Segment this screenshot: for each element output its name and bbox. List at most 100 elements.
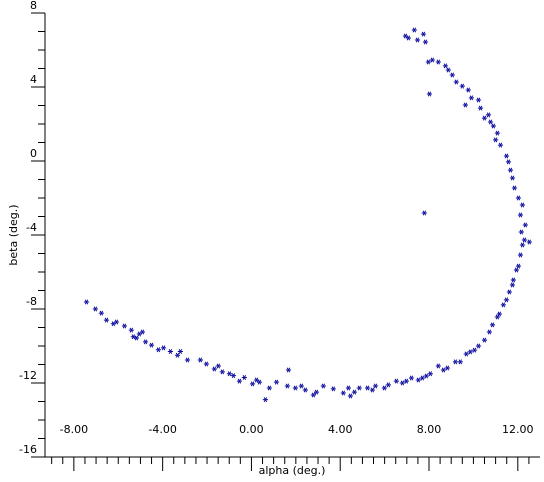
x-tick-label: 0.00 bbox=[239, 423, 264, 436]
point bbox=[285, 367, 292, 373]
point bbox=[133, 335, 140, 341]
point bbox=[203, 361, 209, 367]
point bbox=[494, 314, 500, 320]
point bbox=[489, 322, 496, 328]
point bbox=[515, 263, 522, 269]
point bbox=[167, 349, 174, 355]
point bbox=[148, 342, 155, 348]
point bbox=[440, 367, 447, 373]
point bbox=[485, 112, 492, 118]
point bbox=[503, 297, 510, 303]
point bbox=[226, 371, 233, 377]
x-tick-label: 12.00 bbox=[502, 423, 534, 436]
point bbox=[273, 379, 280, 385]
point bbox=[369, 387, 376, 393]
point bbox=[463, 351, 469, 357]
point bbox=[310, 392, 316, 398]
point bbox=[420, 31, 427, 37]
point bbox=[98, 310, 104, 316]
point bbox=[139, 329, 146, 335]
point bbox=[419, 375, 425, 381]
point bbox=[415, 377, 421, 383]
point bbox=[121, 323, 128, 329]
point bbox=[266, 385, 273, 391]
point bbox=[509, 175, 516, 181]
x-tick-label: -8.00 bbox=[60, 423, 88, 436]
point bbox=[449, 72, 455, 78]
point bbox=[142, 339, 149, 345]
point bbox=[453, 79, 459, 85]
point bbox=[503, 153, 510, 159]
point bbox=[435, 59, 441, 65]
y-axis-label: beta (deg.) bbox=[7, 204, 20, 265]
point bbox=[249, 381, 256, 387]
point bbox=[211, 366, 217, 372]
point bbox=[103, 317, 110, 323]
point bbox=[465, 87, 471, 93]
point bbox=[497, 142, 504, 148]
point bbox=[426, 91, 433, 97]
point bbox=[452, 359, 459, 365]
y-tick-label: -12 bbox=[19, 369, 37, 382]
point bbox=[509, 282, 516, 288]
point bbox=[445, 67, 451, 73]
point bbox=[402, 33, 409, 39]
point bbox=[444, 365, 451, 371]
point bbox=[457, 359, 463, 365]
point bbox=[513, 267, 520, 273]
point bbox=[486, 329, 492, 335]
point bbox=[284, 383, 290, 389]
point bbox=[219, 369, 225, 375]
point bbox=[347, 393, 354, 399]
point bbox=[429, 57, 435, 63]
point bbox=[435, 363, 441, 369]
point bbox=[522, 222, 528, 228]
point bbox=[230, 373, 237, 379]
point bbox=[393, 378, 399, 384]
point bbox=[408, 375, 415, 381]
point bbox=[422, 39, 429, 45]
point bbox=[481, 115, 488, 121]
point bbox=[462, 102, 469, 108]
point bbox=[510, 277, 516, 283]
point bbox=[381, 385, 387, 391]
point bbox=[262, 397, 269, 403]
point bbox=[92, 306, 98, 312]
point bbox=[403, 378, 409, 384]
point bbox=[511, 185, 518, 191]
point bbox=[500, 302, 506, 308]
point bbox=[493, 137, 499, 143]
point bbox=[521, 237, 528, 243]
point bbox=[292, 385, 298, 391]
point bbox=[519, 242, 526, 248]
point bbox=[236, 378, 243, 384]
y-tick-label: 8 bbox=[30, 0, 37, 12]
point bbox=[364, 385, 371, 391]
point bbox=[320, 383, 326, 389]
point bbox=[372, 383, 379, 389]
point bbox=[385, 382, 391, 388]
point bbox=[471, 347, 478, 353]
point bbox=[526, 239, 532, 245]
point bbox=[421, 210, 427, 216]
point bbox=[414, 37, 421, 43]
point bbox=[399, 380, 405, 386]
point bbox=[184, 357, 191, 363]
point bbox=[442, 63, 449, 69]
x-tick-label: 4.00 bbox=[328, 423, 353, 436]
point bbox=[177, 349, 184, 355]
point bbox=[113, 319, 120, 325]
point bbox=[494, 130, 500, 136]
point bbox=[475, 343, 482, 349]
x-tick-label: -4.00 bbox=[148, 423, 176, 436]
point bbox=[411, 27, 417, 33]
point bbox=[160, 345, 167, 351]
point bbox=[427, 371, 433, 377]
point bbox=[215, 363, 221, 369]
point bbox=[515, 195, 522, 201]
point bbox=[128, 327, 134, 333]
point bbox=[507, 167, 514, 173]
y-tick-label: -8 bbox=[26, 295, 37, 308]
point bbox=[518, 229, 524, 235]
